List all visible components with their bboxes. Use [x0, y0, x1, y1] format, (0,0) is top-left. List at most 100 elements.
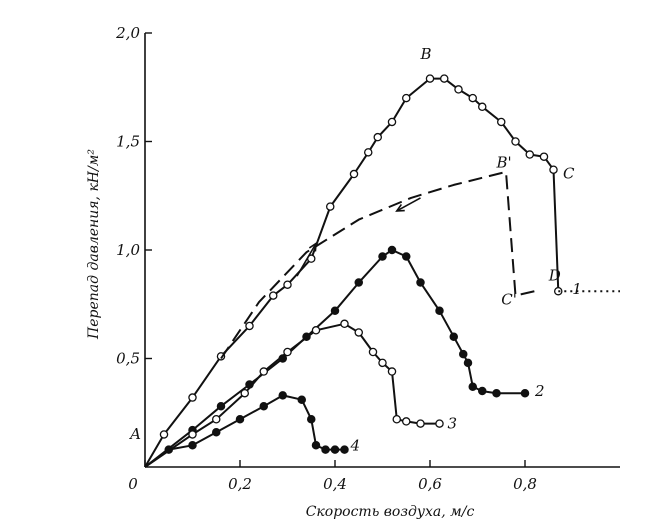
data-point	[463, 358, 473, 368]
data-point	[401, 417, 411, 426]
data-point	[387, 367, 397, 376]
series-label-3: 3	[448, 415, 458, 433]
direction-arrow	[395, 197, 421, 212]
data-point	[363, 148, 373, 157]
series-1: 1	[144, 74, 582, 468]
data-point	[188, 430, 197, 439]
data-point	[492, 388, 501, 398]
data-point	[425, 74, 435, 83]
data-point	[449, 332, 458, 342]
data-point	[349, 169, 359, 179]
data-point	[392, 415, 401, 424]
data-point	[435, 306, 444, 316]
x-tick-label: 0	[128, 475, 138, 493]
data-point	[520, 388, 530, 398]
data-point	[321, 445, 330, 454]
point-label-D: D	[548, 266, 561, 284]
annotation-layer: A B B' C C' D	[128, 45, 575, 443]
y-tick-label: 1,0	[116, 241, 140, 259]
point-label-A: A	[128, 425, 141, 443]
x-axis-title: Скорость воздуха, м/с	[306, 504, 475, 520]
series-line	[144, 394, 345, 468]
axes: 0 0,2 0,4 0,6 0,8 0,5 1,0 1,5 2,0	[115, 24, 620, 493]
data-point	[340, 319, 349, 329]
data-point	[387, 245, 397, 255]
data-point	[211, 428, 221, 437]
data-point	[159, 430, 169, 439]
y-tick-label: 0,5	[116, 350, 140, 368]
data-point	[378, 358, 387, 368]
series-line	[220, 170, 535, 360]
y-tick-label: 2,0	[115, 24, 140, 42]
series-label-2: 2	[534, 382, 545, 400]
data-point	[401, 252, 411, 261]
data-point	[378, 252, 387, 261]
data-point	[297, 395, 306, 404]
direction-arrow	[296, 241, 317, 277]
point-label-C: C	[563, 164, 575, 182]
data-point	[368, 347, 378, 357]
data-point	[306, 415, 316, 424]
x-tick-label: 0,4	[323, 475, 347, 493]
data-point	[416, 419, 425, 428]
data-point	[554, 286, 563, 296]
data-point	[387, 117, 397, 127]
data-point	[330, 306, 340, 316]
point-label-B: B	[420, 45, 432, 63]
data-point	[468, 93, 477, 103]
series-line	[144, 77, 560, 468]
data-point	[511, 137, 520, 146]
data-point	[539, 152, 549, 161]
data-point	[340, 445, 349, 454]
data-point	[216, 401, 226, 411]
data-point	[268, 291, 278, 300]
data-point	[188, 393, 197, 402]
series-line	[144, 249, 525, 468]
data-point	[211, 415, 221, 424]
series-line	[144, 322, 440, 468]
series-label-4: 4	[350, 436, 361, 454]
data-point	[416, 278, 425, 287]
data-point	[283, 347, 292, 357]
data-point	[259, 401, 268, 411]
data-point	[477, 102, 487, 112]
series-layer: 1 2 3 4	[144, 74, 620, 468]
series-dashed-4	[220, 170, 535, 360]
series-4: 4	[144, 391, 361, 468]
data-point	[188, 441, 197, 450]
y-tick-label: 1,5	[116, 133, 140, 151]
data-point	[240, 388, 249, 398]
point-label-Bprime: B'	[496, 154, 512, 172]
data-point	[468, 382, 477, 391]
data-point	[525, 150, 535, 159]
data-point	[245, 321, 254, 331]
data-point	[278, 391, 287, 400]
point-label-Cprime: C'	[501, 290, 517, 308]
data-point	[325, 202, 335, 211]
series-label-1: 1	[572, 280, 582, 298]
x-tick-label: 0,8	[513, 475, 537, 493]
data-point	[259, 367, 268, 376]
data-point	[283, 280, 292, 289]
data-point	[435, 419, 444, 428]
data-point	[354, 278, 363, 287]
data-point	[373, 132, 382, 142]
data-point	[330, 445, 340, 454]
data-point	[458, 349, 468, 359]
data-point	[164, 445, 173, 454]
series-3: 3	[144, 319, 458, 468]
data-point	[496, 117, 506, 127]
data-point	[454, 85, 463, 94]
data-point	[354, 328, 363, 337]
data-point	[439, 74, 449, 83]
x-tick-label: 0,2	[228, 475, 252, 493]
data-point	[311, 441, 321, 450]
data-point	[235, 415, 245, 424]
data-point	[477, 386, 487, 396]
data-point	[401, 93, 411, 103]
data-point	[549, 165, 558, 174]
series-2: 2	[144, 245, 545, 468]
y-axis-title: Перепад давления, кН/м²	[86, 149, 102, 340]
x-tick-label: 0,6	[418, 475, 442, 493]
